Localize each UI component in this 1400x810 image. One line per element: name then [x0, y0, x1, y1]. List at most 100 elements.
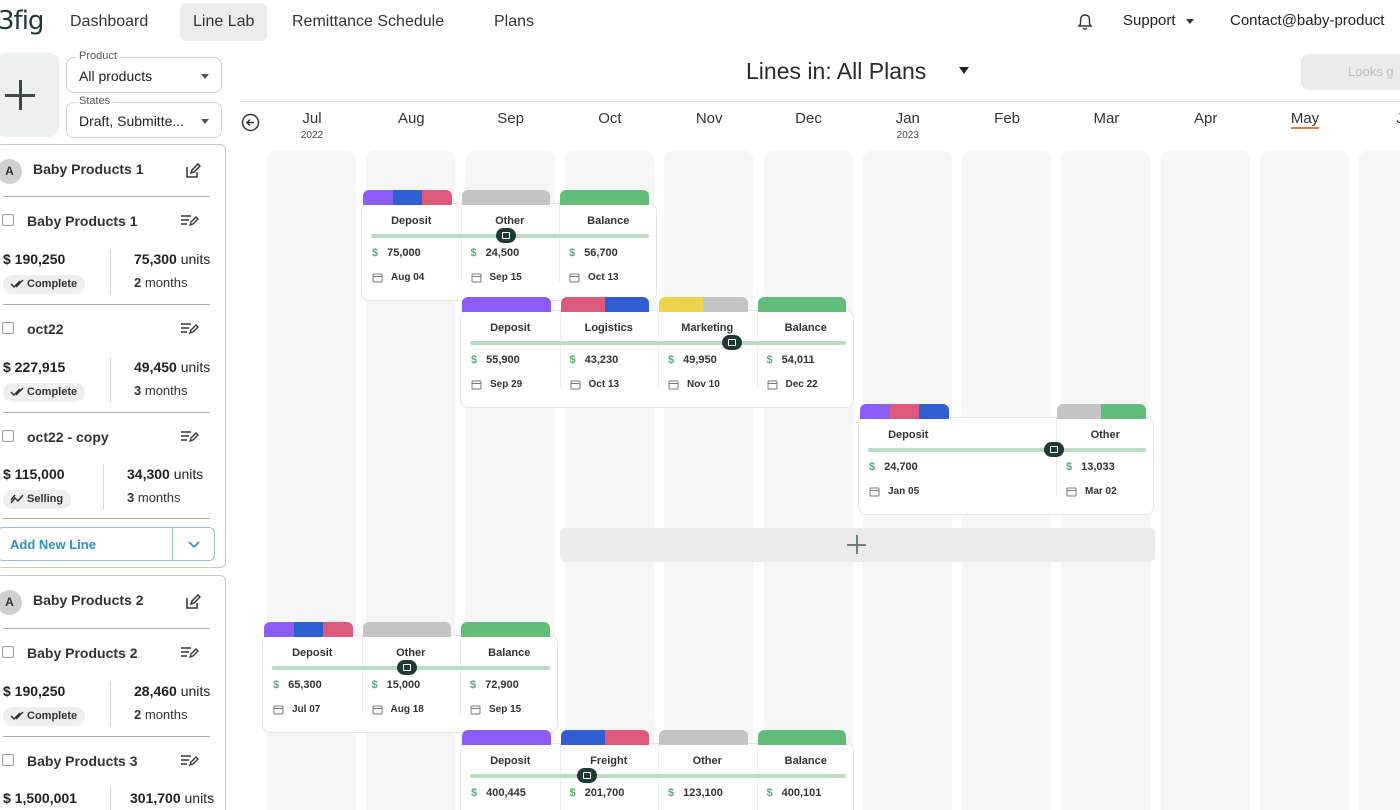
chevron-down-icon[interactable] [188, 538, 200, 550]
product-select[interactable]: Product All products [66, 50, 222, 93]
line-checkbox[interactable] [2, 430, 14, 442]
phase-amount: $54,011 [766, 354, 815, 366]
month-column [1359, 151, 1400, 810]
phase-label: Deposit [888, 429, 929, 441]
phase-label: Other [1090, 429, 1120, 441]
chevron-down-icon[interactable] [959, 67, 969, 74]
package-icon[interactable] [577, 768, 598, 783]
month-header: Feb [994, 110, 1021, 127]
plan-card[interactable]: Deposit $65,300 Jul 07 Other $15,000 Aug 18 Ba… [262, 622, 558, 733]
timeline-track [470, 341, 846, 345]
arrow-left-icon[interactable] [241, 113, 260, 132]
phase-color-bar [560, 190, 649, 205]
line-name[interactable]: Baby Products 2 [27, 645, 138, 661]
account-email[interactable]: Contact@baby-product [1230, 12, 1385, 29]
month-header: Oct [598, 110, 622, 127]
line-name[interactable]: oct22 [27, 321, 64, 337]
tab-line-lab[interactable]: Line Lab [180, 3, 268, 41]
dollar-icon: $ [1066, 461, 1073, 473]
phase-date: Jan 05 [869, 486, 919, 497]
support-menu[interactable]: Support [1123, 12, 1176, 29]
line-checkbox[interactable] [2, 646, 14, 658]
group-title: Baby Products 2 [33, 592, 144, 608]
status-badge: Selling [3, 490, 72, 509]
phase-amount: $49,950 [668, 354, 717, 366]
app-logo[interactable]: 3fig [0, 6, 44, 36]
phase-color-bar [860, 404, 949, 419]
states-select[interactable]: States Draft, Submitte... [66, 95, 222, 138]
notes-icon[interactable] [180, 430, 199, 443]
trending-icon [10, 494, 24, 504]
line-amount: $ 115,000 [3, 466, 65, 482]
dollar-icon: $ [569, 354, 576, 366]
line-name[interactable]: Baby Products 1 [27, 213, 138, 229]
calendar-icon [767, 380, 777, 390]
bell-icon[interactable] [1076, 13, 1094, 31]
line-units: 49,450 units [134, 359, 211, 375]
notes-icon[interactable] [180, 322, 199, 335]
phase-color-bar [659, 297, 748, 312]
package-icon[interactable] [1044, 442, 1065, 457]
tab-plans[interactable]: Plans [494, 13, 535, 30]
tab-remittance-schedule[interactable]: Remittance Schedule [292, 13, 445, 30]
edit-icon[interactable] [185, 594, 201, 610]
package-icon[interactable] [396, 660, 417, 675]
tab-dashboard[interactable]: Dashboard [70, 13, 149, 30]
plan-card[interactable]: Deposit $55,900 Sep 29 Logistics $43,230 Oct … [460, 297, 854, 408]
line-units: 28,460 units [134, 683, 211, 699]
phase-amount: $201,700 [569, 787, 625, 799]
dollar-icon: $ [372, 247, 379, 259]
plan-card[interactable]: Deposit$400,445Sep 30Freight$201,700Oct … [460, 730, 854, 810]
phase-amount: $56,700 [569, 247, 618, 259]
divider [3, 196, 210, 197]
month-header: Apr [1194, 110, 1218, 127]
add-plan-button[interactable] [0, 53, 59, 137]
phase-amount: $43,230 [569, 354, 619, 366]
add-new-line-button[interactable]: Add New Line [0, 527, 215, 561]
dollar-icon: $ [668, 354, 675, 366]
plan-card[interactable]: Deposit $75,000 Aug 04 Other $24,500 Sep 15 Ba… [361, 190, 657, 301]
timeline-title[interactable]: Lines in: All Plans [746, 58, 927, 84]
phase-color-bar [461, 622, 550, 637]
line-duration: 3 months [127, 490, 181, 505]
edit-icon[interactable] [185, 163, 201, 179]
line-name[interactable]: Baby Products 3 [27, 753, 138, 769]
month-header: Dec [795, 110, 822, 127]
phase-color-bar [757, 297, 846, 312]
phase-color-bar [757, 730, 846, 745]
notes-icon[interactable] [180, 214, 199, 227]
states-select-label: States [76, 95, 114, 107]
phase-date: Nov 10 [668, 379, 720, 390]
looks-good-button[interactable]: Looks g [1301, 54, 1400, 90]
chevron-down-icon[interactable] [1186, 19, 1194, 24]
add-plan-row-button[interactable] [560, 528, 1155, 562]
line-duration: 3 months [134, 383, 188, 398]
line-checkbox[interactable] [2, 754, 14, 766]
phase-color-bar [462, 297, 551, 312]
status-badge: Complete [3, 707, 86, 726]
calendar-icon [372, 273, 383, 283]
notes-icon[interactable] [180, 754, 199, 767]
timeline-track [470, 774, 846, 778]
status-badge: Complete [3, 383, 86, 402]
line-checkbox[interactable] [2, 322, 14, 334]
dollar-icon: $ [470, 247, 477, 259]
month-header: Nov [695, 110, 723, 127]
package-icon[interactable] [495, 228, 516, 243]
month-column [664, 151, 754, 810]
package-icon[interactable] [721, 335, 742, 350]
line-checkbox[interactable] [2, 214, 14, 226]
avatar: A [0, 590, 22, 615]
notes-icon[interactable] [180, 646, 199, 659]
phase-label: Marketing [681, 322, 734, 334]
line-duration: 2 months [134, 707, 188, 722]
calendar-icon [1066, 487, 1077, 497]
month-column [763, 151, 853, 810]
phase-label: Deposit [292, 647, 333, 659]
phase-amount: $72,900 [470, 679, 519, 691]
plan-card[interactable]: Deposit $24,700 Jan 05 Other $13,033 Mar 02 [858, 404, 1154, 515]
line-name[interactable]: oct22 - copy [27, 429, 109, 445]
month-header: Jan 2023 [895, 110, 920, 141]
phase-amount: $24,700 [869, 461, 918, 473]
phase-amount: $123,100 [668, 787, 723, 799]
